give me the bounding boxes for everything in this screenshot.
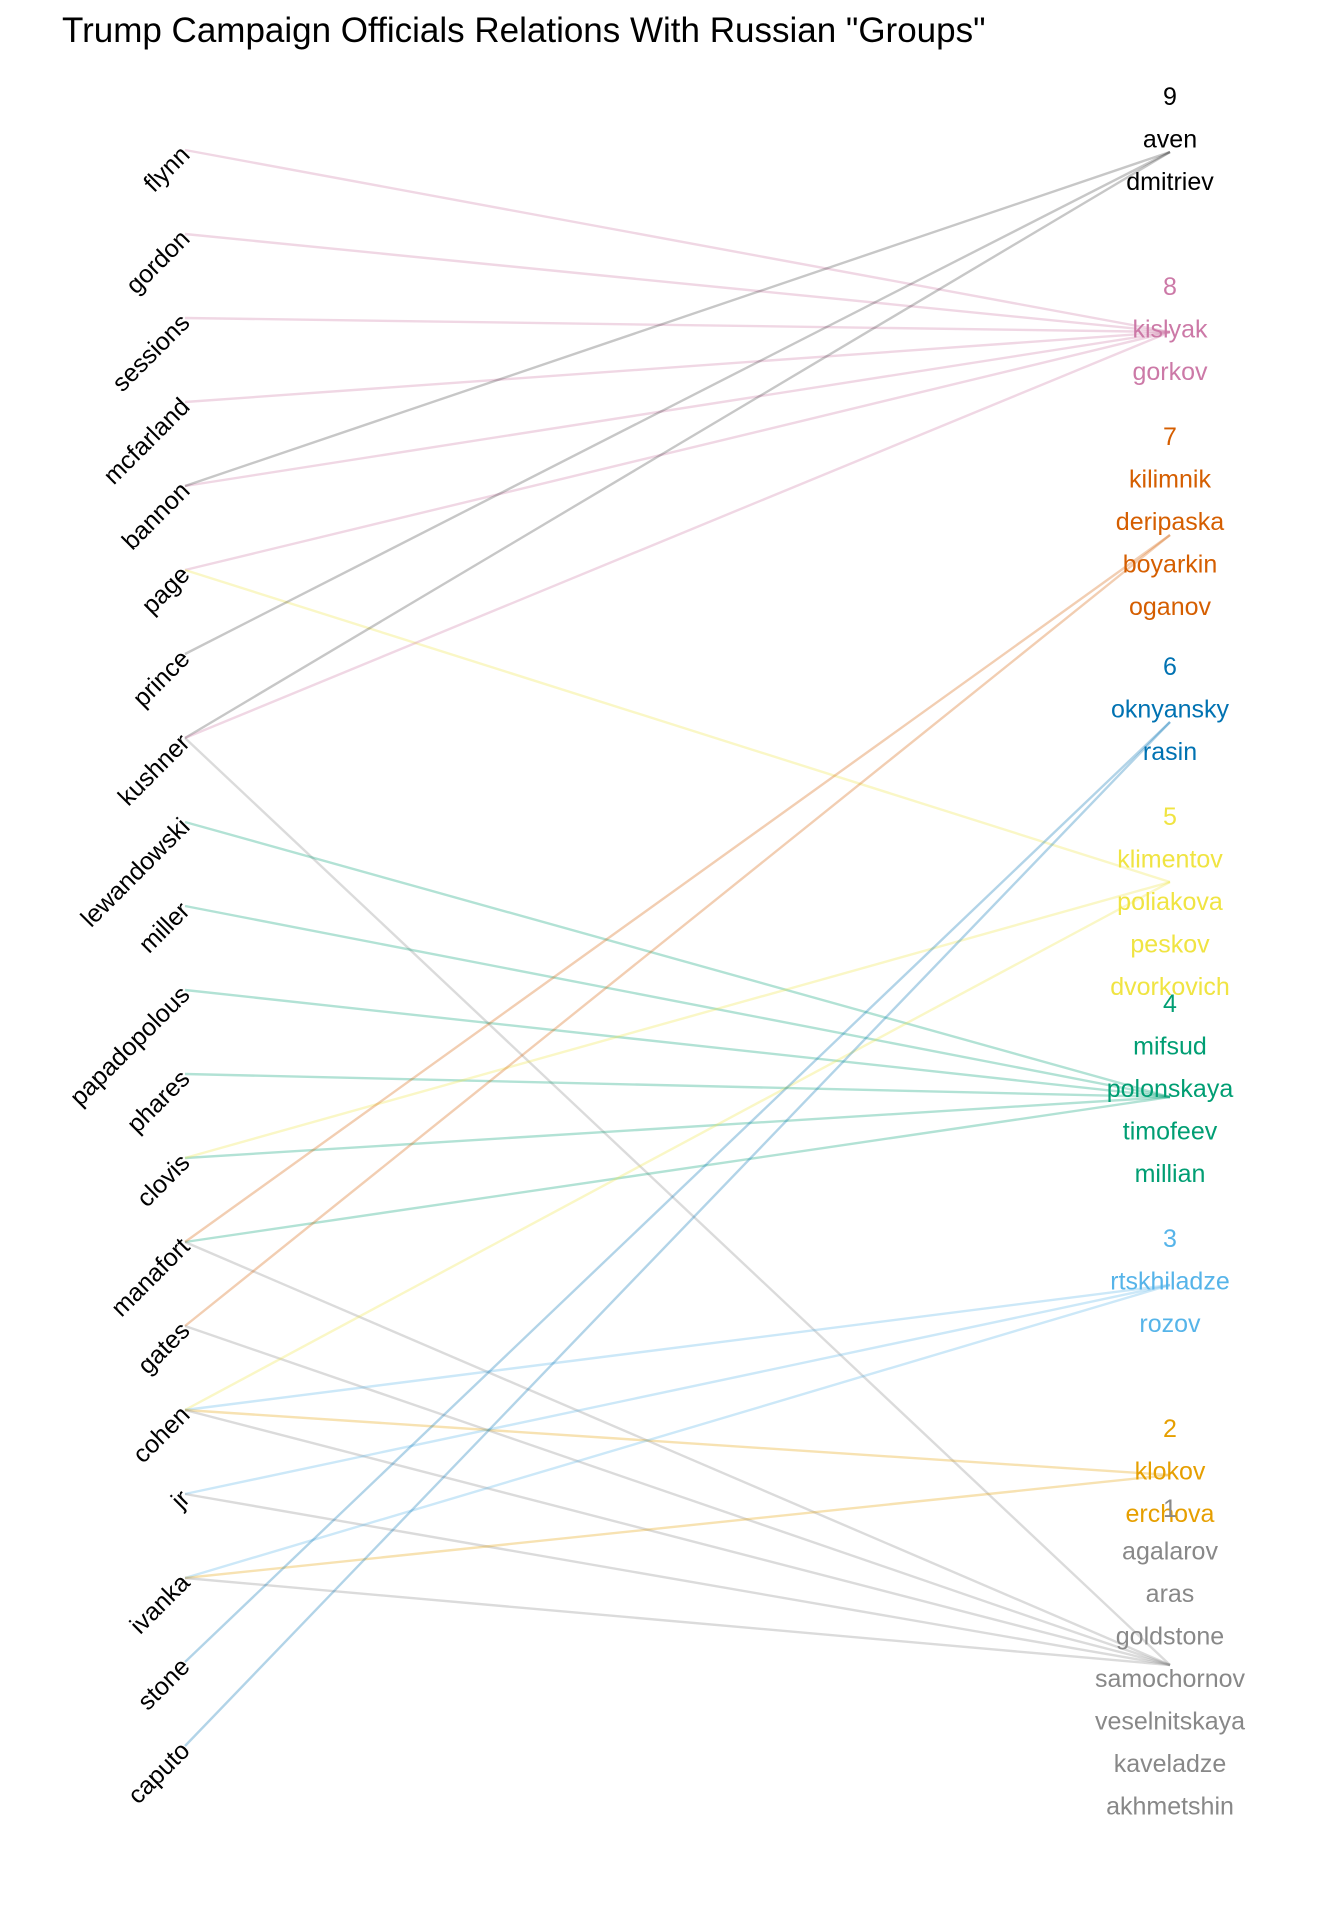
group-number-7: 7 [1163,423,1177,451]
link-prince-group-9 [184,150,1171,656]
official-label-sessions: sessions [107,309,196,398]
link-jr-group-1 [184,1492,1171,1667]
link-manafort-group-1 [184,1240,1171,1667]
link-clovis-group-4 [184,1095,1171,1160]
link-manafort-group-4 [184,1095,1171,1244]
official-label-jr: jr [165,1485,195,1515]
group-member-klimentov: klimentov [1117,846,1223,874]
group-number-9: 9 [1163,83,1177,111]
group-member-peskov: peskov [1130,931,1210,959]
group-number-3: 3 [1163,1225,1177,1253]
official-label-mcfarland: mcfarland [98,393,195,490]
link-gates-group-1 [184,1324,1171,1667]
group-member-kaveladze: kaveladze [1114,1750,1227,1778]
link-manafort-group-7 [184,534,1171,1243]
link-cohen-group-3 [184,1283,1171,1412]
group-member-erchova: erchova [1126,1500,1215,1528]
link-mcfarland-group-8 [184,330,1171,404]
group-member-polonskaya: polonskaya [1107,1075,1234,1103]
link-caputo-group-6 [184,721,1171,1747]
link-kushner-group-9 [184,150,1171,740]
link-flynn-group-8 [184,148,1171,334]
link-cohen-group-2 [184,1408,1171,1477]
group-member-aras: aras [1146,1580,1195,1608]
official-label-caputo: caputo [123,1737,196,1810]
group-member-samochornov: samochornov [1095,1665,1246,1693]
group-member-veselnitskaya: veselnitskaya [1095,1708,1245,1736]
group-member-oknyansky: oknyansky [1111,696,1230,724]
link-papadopolous-group-4 [184,988,1171,1099]
link-kushner-group-1 [184,737,1171,1666]
link-page-group-5 [184,568,1171,884]
link-stone-group-6 [184,721,1171,1663]
group-member-agalarov: agalarov [1122,1538,1218,1566]
group-number-8: 8 [1163,273,1177,301]
group-member-dmitriev: dmitriev [1126,168,1214,196]
group-member-boyarkin: boyarkin [1123,551,1218,579]
link-cohen-group-5 [184,880,1171,1412]
link-bannon-group-9 [184,150,1171,488]
official-label-ivanka: ivanka [125,1569,196,1640]
group-number-5: 5 [1163,803,1177,831]
official-label-kushner: kushner [113,729,196,812]
link-ivanka-group-2 [184,1473,1171,1580]
group-number-1: 1 [1163,1495,1177,1523]
group-member-kislyak: kislyak [1132,316,1208,344]
group-member-rtskhiladze: rtskhiladze [1110,1268,1230,1296]
group-member-rasin: rasin [1143,738,1197,766]
link-bannon-group-8 [184,330,1171,488]
link-phares-group-4 [184,1072,1171,1099]
group-member-mifsud: mifsud [1133,1033,1207,1061]
link-cohen-group-1 [184,1408,1171,1667]
link-page-group-8 [184,330,1171,572]
official-label-gordon: gordon [121,225,196,300]
group-member-aven: aven [1143,126,1197,154]
official-label-cohen: cohen [127,1401,195,1469]
link-jr-group-3 [184,1283,1171,1496]
links-layer [184,148,1171,1747]
group-member-millian: millian [1135,1160,1206,1188]
link-miller-group-4 [184,904,1171,1099]
groups-axis: 9 aven dmitriev 8 kislyak gorkov 7 kilimnik deri… [1095,83,1246,1821]
official-label-phares: phares [122,1065,196,1139]
group-member-kilimnik: kilimnik [1129,466,1211,494]
official-label-prince: prince [127,645,195,713]
group-member-rozov: rozov [1139,1310,1201,1338]
group-member-poliakova: poliakova [1117,888,1223,916]
group-member-deripaska: deripaska [1116,508,1224,536]
group-member-klokov: klokov [1135,1458,1206,1486]
official-label-bannon: bannon [117,477,196,556]
group-member-akhmetshin: akhmetshin [1106,1793,1234,1821]
group-member-oganov: oganov [1129,593,1212,621]
group-member-goldstone: goldstone [1116,1623,1224,1651]
official-label-manafort: manafort [106,1233,196,1323]
group-number-2: 2 [1163,1415,1177,1443]
link-lewandowski-group-4 [184,820,1171,1099]
link-ivanka-group-1 [184,1576,1171,1667]
link-kushner-group-8 [184,330,1171,740]
group-member-gorkov: gorkov [1132,358,1208,386]
link-gates-group-7 [184,534,1171,1327]
group-member-timofeev: timofeev [1123,1118,1218,1146]
officials-axis: flynngordonsessionsmcfarlandbannonpagepr… [65,141,196,1810]
group-number-4: 4 [1163,990,1177,1018]
link-ivanka-group-3 [184,1283,1171,1580]
link-gordon-group-8 [184,232,1171,334]
chart-title: Trump Campaign Officials Relations With … [62,11,986,50]
link-sessions-group-8 [184,316,1171,334]
group-member-dvorkovich: dvorkovich [1110,973,1230,1001]
link-clovis-group-5 [184,880,1171,1160]
group-number-6: 6 [1163,653,1177,681]
